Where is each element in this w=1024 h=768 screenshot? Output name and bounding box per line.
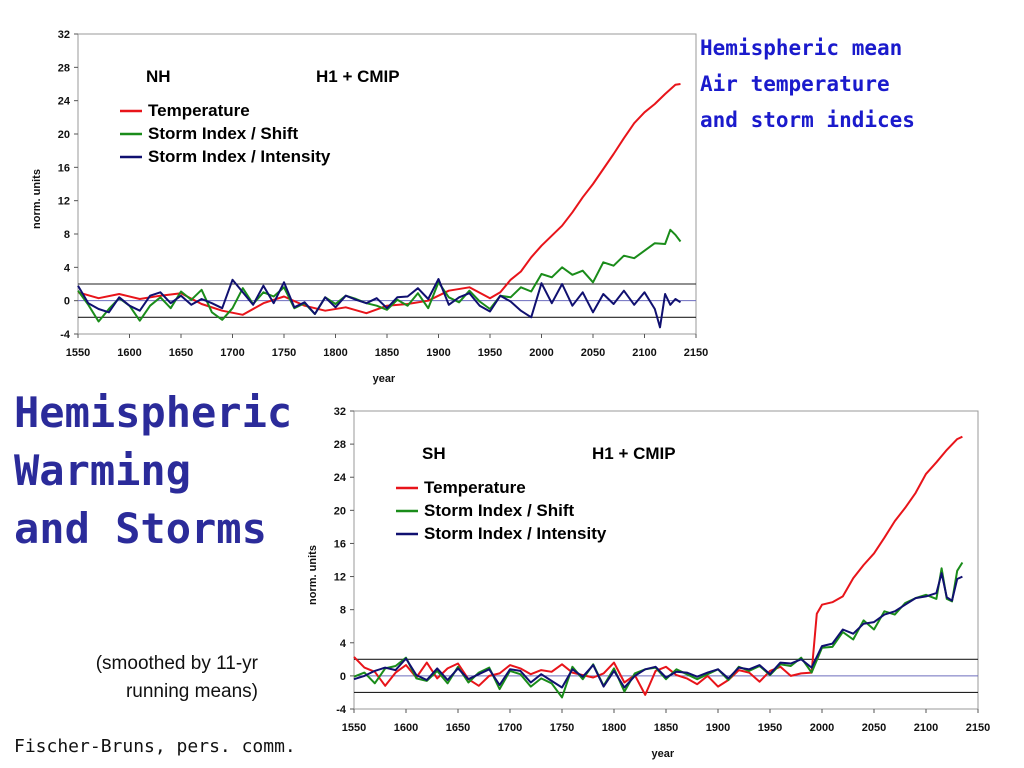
nh-x-tick-label: 1850 — [375, 347, 399, 359]
sh-y-tick-label: 4 — [340, 638, 347, 650]
sh-y-tick-label: -4 — [336, 704, 347, 716]
nh-series-2-line — [77, 278, 682, 329]
nh-y-tick-label: 32 — [58, 29, 70, 41]
nh-legend-label-0: Temperature — [148, 101, 250, 120]
nh-legend-label-1: Storm Index / Shift — [148, 124, 299, 143]
nh-x-tick-label: 1950 — [478, 347, 502, 359]
sh-y-tick-label: 16 — [334, 538, 346, 550]
nh-y-tick-label: 16 — [58, 162, 70, 174]
nh-y-tick-label: 12 — [58, 196, 70, 208]
sh-series-0-line — [353, 435, 963, 696]
nh-x-tick-label: 2100 — [632, 347, 656, 359]
sh-legend-label-1: Storm Index / Shift — [424, 501, 575, 520]
sh-legend-label-2: Storm Index / Intensity — [424, 524, 607, 543]
nh-x-tick-label: 1550 — [66, 347, 90, 359]
corner-caption-line-2: Air temperature — [700, 72, 890, 96]
sh-x-tick-label: 2000 — [810, 722, 834, 734]
sh-x-tick-label: 2150 — [966, 722, 990, 734]
sh-y-axis-label: norm. units — [307, 545, 319, 605]
nh-region-label: NH — [146, 67, 171, 86]
nh-x-tick-label: 1900 — [426, 347, 450, 359]
sh-series-2-line — [353, 572, 963, 689]
sh-legend-label-0: Temperature — [424, 478, 526, 497]
nh-legend-label-2: Storm Index / Intensity — [148, 147, 331, 166]
nh-y-tick-label: 4 — [64, 262, 71, 274]
slide-title-line-2: Warming — [14, 446, 192, 495]
slide-title-line-3: and Storms — [14, 504, 267, 553]
sh-x-tick-label: 1650 — [446, 722, 470, 734]
nh-y-tick-label: 28 — [58, 62, 70, 74]
nh-series-1-line — [77, 228, 682, 323]
nh-x-tick-label: 1700 — [220, 347, 244, 359]
sh-x-tick-label: 2050 — [862, 722, 886, 734]
sh-x-axis-label: year — [652, 748, 675, 760]
nh-series-0-line — [77, 83, 681, 316]
sh-x-tick-label: 1800 — [602, 722, 626, 734]
sh-y-tick-label: 28 — [334, 439, 346, 451]
sh-x-tick-label: 1850 — [654, 722, 678, 734]
corner-caption-line-3: and storm indices — [700, 108, 915, 132]
nh-x-axis-label: year — [373, 373, 396, 385]
nh-x-tick-label: 1600 — [117, 347, 141, 359]
sh-y-tick-label: 32 — [334, 406, 346, 418]
smoothing-note-line-1: (smoothed by 11-yr — [95, 653, 258, 674]
nh-scenario-label: H1 + CMIP — [316, 67, 400, 86]
sh-y-tick-label: 0 — [340, 671, 346, 683]
nh-y-axis-label: norm. units — [31, 169, 43, 229]
sh-x-tick-label: 1700 — [498, 722, 522, 734]
smoothing-note: (smoothed by 11-yr running means) — [40, 650, 258, 706]
slide-title-line-1: Hemispheric — [14, 388, 293, 437]
nh-chart: -4 0 4 8 12 16 20 24 28 32 1550 1600 1650 1700 1750 180… — [31, 29, 708, 385]
sh-y-tick-label: 20 — [334, 505, 346, 517]
nh-x-tick-label: 2000 — [529, 347, 553, 359]
sh-x-tick-label: 2100 — [914, 722, 938, 734]
nh-x-tick-label: 1750 — [272, 347, 296, 359]
sh-y-tick-label: 24 — [334, 472, 347, 484]
sh-region-label: SH — [422, 444, 446, 463]
slide-title: Hemispheric Warming and Storms — [14, 384, 292, 558]
nh-x-tick-label: 2150 — [684, 347, 708, 359]
sh-y-tick-label: 12 — [334, 572, 346, 584]
corner-caption: Hemispheric mean Air temperature and sto… — [700, 30, 915, 138]
nh-y-tick-label: -4 — [60, 329, 71, 341]
corner-caption-line-1: Hemispheric mean — [700, 36, 903, 60]
nh-x-tick-label: 1650 — [169, 347, 193, 359]
sh-chart: -4 0 4 8 12 16 20 24 28 32 1550 1600 1650 1700 1750 180… — [307, 406, 990, 760]
nh-y-tick-label: 20 — [58, 129, 70, 141]
nh-y-tick-label: 8 — [64, 229, 70, 241]
credit-text: Fischer-Bruns, pers. comm. — [14, 736, 296, 757]
nh-x-tick-label: 2050 — [581, 347, 605, 359]
sh-x-tick-label: 1600 — [394, 722, 418, 734]
sh-x-tick-label: 1900 — [706, 722, 730, 734]
sh-x-tick-label: 1750 — [550, 722, 574, 734]
sh-x-tick-label: 1550 — [342, 722, 366, 734]
sh-x-tick-label: 1950 — [758, 722, 782, 734]
sh-scenario-label: H1 + CMIP — [592, 444, 676, 463]
smoothing-note-line-2: running means) — [125, 681, 258, 702]
nh-y-tick-label: 0 — [64, 296, 70, 308]
sh-y-tick-label: 8 — [340, 605, 346, 617]
nh-y-tick-label: 24 — [58, 96, 71, 108]
nh-x-tick-label: 1800 — [323, 347, 347, 359]
